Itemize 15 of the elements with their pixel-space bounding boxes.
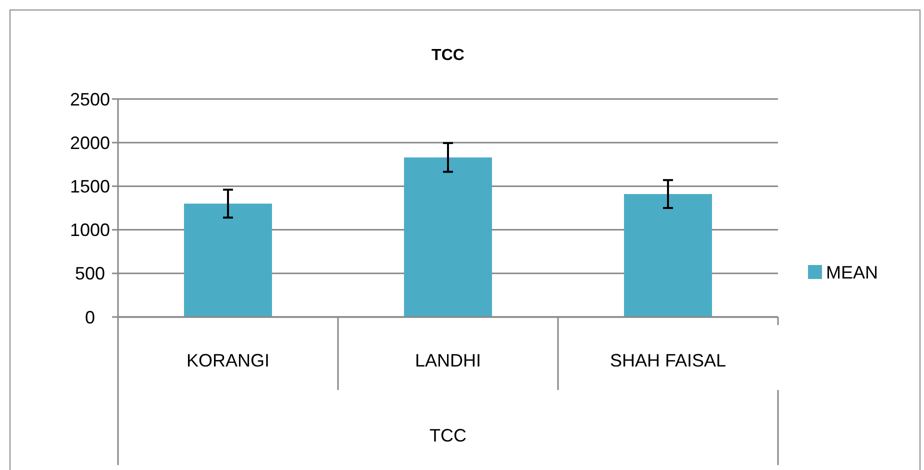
- x-tick-label: LANDHI: [414, 350, 482, 370]
- y-tick-label: 1000: [70, 220, 110, 240]
- y-tick-label: 1500: [70, 176, 110, 196]
- x-tick-label: KORANGI: [186, 350, 270, 370]
- bar: [184, 204, 272, 317]
- x-axis-title: TCC: [430, 425, 466, 446]
- legend-label: MEAN: [826, 262, 878, 282]
- y-tick-label: 2000: [70, 132, 110, 153]
- y-tick-label: 500: [74, 264, 106, 284]
- y-tick-label: 2500: [70, 89, 110, 110]
- chart-title: TCC: [432, 47, 465, 64]
- y-tick-label: 0: [84, 307, 96, 328]
- bar: [624, 194, 712, 317]
- x-tick-label: SHAH FAISAL: [610, 350, 726, 370]
- bar: [404, 157, 492, 317]
